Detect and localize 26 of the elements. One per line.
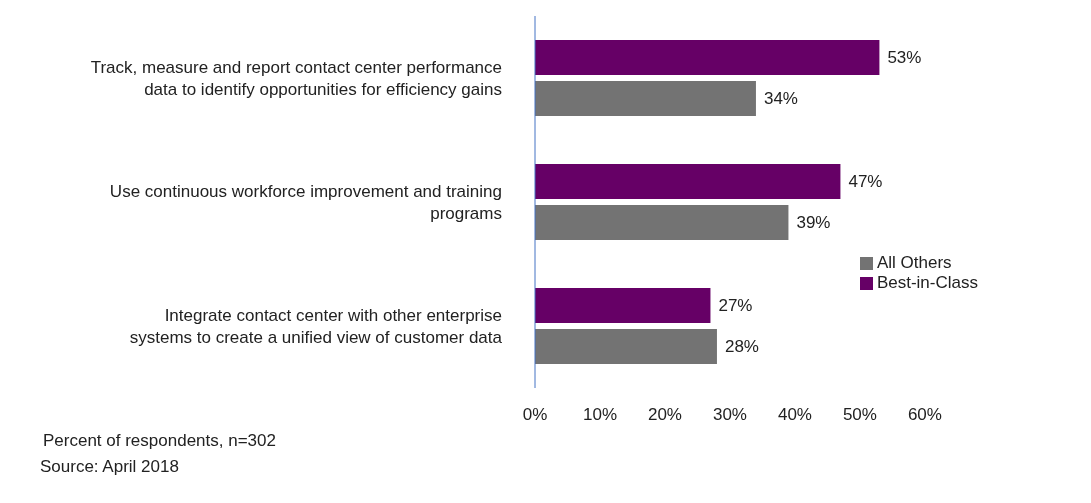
data-label: 47% <box>848 172 883 191</box>
bar <box>535 329 717 364</box>
x-tick-label: 20% <box>647 405 682 425</box>
source-note: Source: April 2018 <box>40 456 180 478</box>
x-tick-label: 40% <box>777 405 812 425</box>
y-tick-label: Track, measure and report contact center performance data to identify opportunities for efficiency gains <box>90 57 502 99</box>
y-tick-label: Use continuous workforce improvement and training programs <box>109 181 502 223</box>
data-label: 27% <box>718 296 753 315</box>
x-tick-label: 30% <box>712 405 747 425</box>
legend-label: Best-in-Class <box>876 273 978 292</box>
x-tick-label: 10% <box>582 405 617 425</box>
x-tick-label: 50% <box>842 405 877 425</box>
bar <box>535 164 841 199</box>
text: Percent of respondents, n=302 <box>42 430 277 452</box>
bar <box>535 205 789 240</box>
data-label: 28% <box>724 337 759 356</box>
data-label: 53% <box>887 48 922 67</box>
data-label: 34% <box>763 89 798 108</box>
x-tick-label: 60% <box>907 405 942 425</box>
data-label: 39% <box>796 213 831 232</box>
bar <box>535 40 880 75</box>
x-tick-label: 0% <box>522 405 548 425</box>
y-tick-label: Integrate contact center with other enterprise systems to create a unified view of customer data <box>129 305 503 347</box>
bar <box>535 81 756 116</box>
legend-label: All Others <box>876 253 952 272</box>
bar <box>535 288 711 323</box>
